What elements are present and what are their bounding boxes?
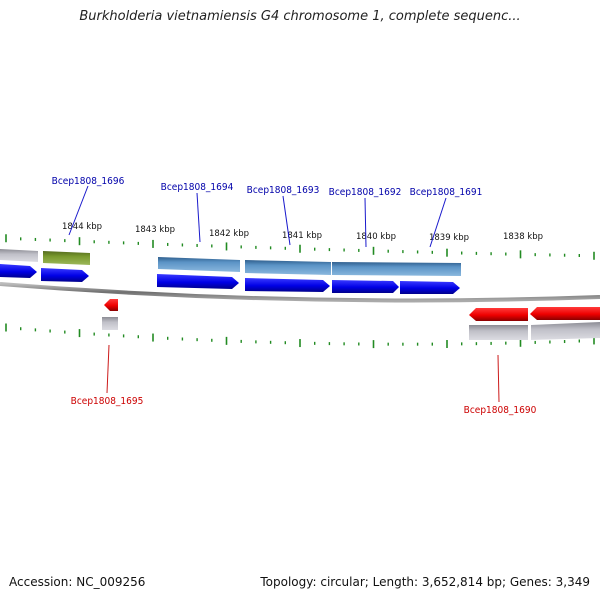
gene-label[interactable]: Bcep1808_1696 <box>52 176 125 187</box>
reverse-strand <box>104 299 600 321</box>
gene-arrow-bcep1808-1690[interactable] <box>469 308 528 321</box>
scale-label: 1839 kbp <box>429 233 469 243</box>
gene-leader-lines <box>68 185 500 403</box>
feature-block <box>531 322 600 340</box>
gene-label[interactable]: Bcep1808_1695 <box>71 396 144 407</box>
map-title: Burkholderia vietnamiensis G4 chromosome… <box>79 9 521 24</box>
feature-block <box>0 249 38 262</box>
gene-arrow[interactable] <box>41 268 89 282</box>
topology-label: Topology: circular; Length: 3,652,814 bp… <box>260 575 590 589</box>
feature-block <box>332 262 461 276</box>
forward-strand <box>0 264 460 294</box>
scale-labels: 1844 kbp 1843 kbp 1842 kbp 1841 kbp 1840… <box>62 222 543 243</box>
gene-label[interactable]: Bcep1808_1692 <box>329 187 402 198</box>
scale-label: 1841 kbp <box>282 231 322 241</box>
leader-line <box>68 185 89 236</box>
gene-label[interactable]: Bcep1808_1694 <box>161 182 234 193</box>
feature-ring-outer <box>0 249 461 276</box>
gene-arrow-bcep1808-1692[interactable] <box>332 280 399 293</box>
accession-label: Accession: NC_009256 <box>9 575 146 589</box>
gene-label[interactable]: Bcep1808_1691 <box>410 187 483 198</box>
gene-arrow-bcep1808-1693[interactable] <box>245 278 330 292</box>
feature-ring-inner <box>102 317 600 340</box>
scale-label: 1843 kbp <box>135 225 175 235</box>
gene-arrow[interactable] <box>0 264 37 278</box>
outer-tick-ring <box>5 234 595 260</box>
gene-labels: Bcep1808_1696 Bcep1808_1694 Bcep1808_169… <box>52 176 537 416</box>
gene-label[interactable]: Bcep1808_1693 <box>247 185 320 196</box>
feature-block <box>158 257 240 272</box>
leader-line <box>364 197 367 248</box>
leader-line <box>106 344 110 394</box>
gene-arrow-bcep1808-1691[interactable] <box>400 281 460 294</box>
gene-arrow[interactable] <box>530 307 600 320</box>
leader-line <box>497 354 500 403</box>
gene-arrow-bcep1808-1695[interactable] <box>104 299 118 311</box>
scale-label: 1842 kbp <box>209 229 249 239</box>
gene-label[interactable]: Bcep1808_1690 <box>464 405 537 416</box>
scale-label: 1844 kbp <box>62 222 102 232</box>
leader-line <box>429 197 447 248</box>
feature-block <box>245 260 331 275</box>
feature-block <box>469 325 528 340</box>
feature-block <box>102 317 118 330</box>
feature-block <box>43 251 90 265</box>
leader-line <box>282 195 291 246</box>
scale-label: 1840 kbp <box>356 232 396 242</box>
leader-line <box>196 192 201 243</box>
gene-arrow-bcep1808-1694[interactable] <box>157 274 239 289</box>
inner-tick-ring <box>5 323 595 349</box>
chromosome-backbone <box>0 282 600 303</box>
scale-label: 1838 kbp <box>503 232 543 242</box>
